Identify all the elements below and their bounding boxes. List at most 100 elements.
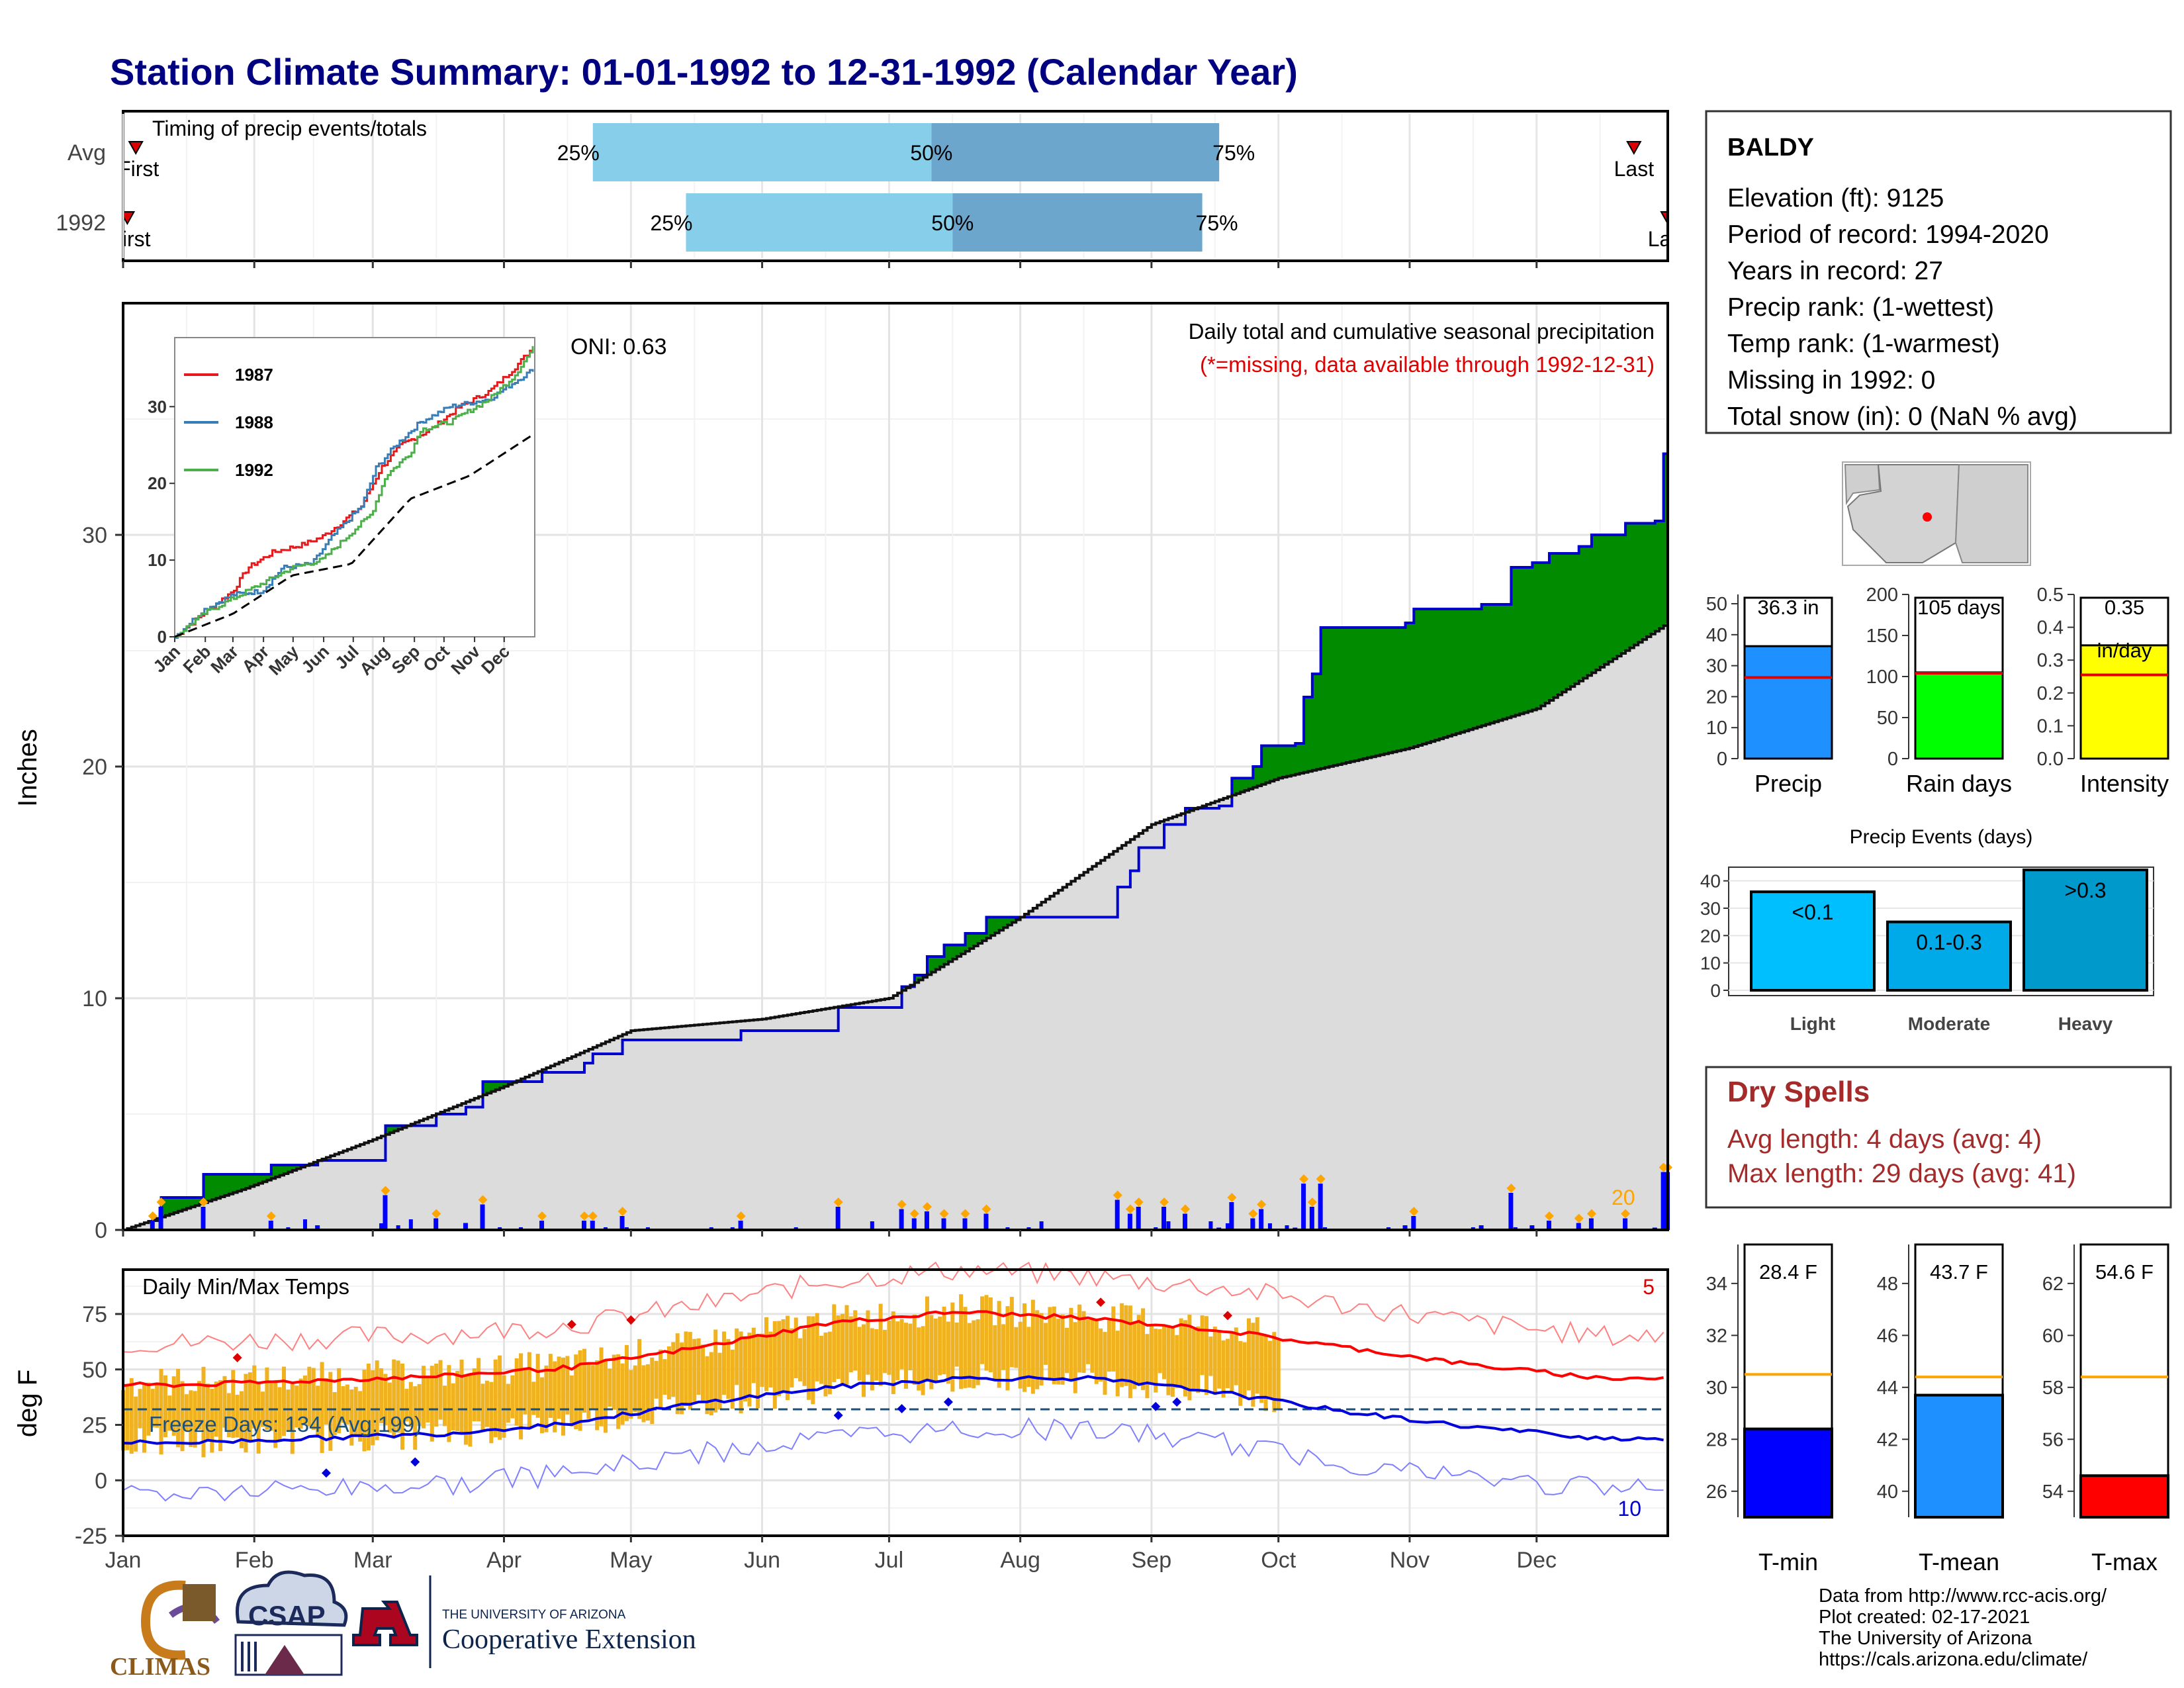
- heavy-event-marker: [537, 1211, 547, 1221]
- heavy-event-marker: [833, 1197, 843, 1207]
- x-tick-label: Feb: [235, 1548, 274, 1573]
- footer-line: https://cals.arizona.edu/climate/: [1819, 1649, 2088, 1670]
- daily-temp-bar: [680, 1342, 684, 1415]
- first-event-marker: [124, 211, 136, 226]
- record-high-marker: [626, 1315, 636, 1325]
- daily-temp-bar: [362, 1370, 367, 1452]
- daily-temp-bar: [811, 1316, 815, 1405]
- daily-temp-bar: [307, 1366, 312, 1427]
- mini-bar-value: [2079, 644, 2169, 760]
- heavy-event-marker: [960, 1209, 970, 1219]
- daily-temp-bar: [302, 1375, 307, 1425]
- daily-temp-bar: [823, 1332, 828, 1397]
- temp-y-tick: 46: [1877, 1325, 1898, 1346]
- heavy-event-marker: [981, 1204, 991, 1214]
- daily-precip-bar: [1508, 1193, 1514, 1230]
- y-tick-label: 0: [95, 1468, 107, 1493]
- events-y-tick: 10: [1700, 953, 1721, 974]
- daily-temp-bar: [1103, 1332, 1107, 1395]
- daily-temp-bar: [218, 1380, 223, 1452]
- station-location-marker: [1923, 512, 1932, 522]
- daily-temp-bar: [1234, 1327, 1238, 1385]
- daily-temp-bar: [950, 1302, 955, 1392]
- avg-tmax-line: [122, 1310, 1664, 1388]
- daily-temp-bar: [650, 1357, 655, 1425]
- daily-precip-bar: [1136, 1207, 1141, 1230]
- daily-temp-bar: [608, 1368, 612, 1407]
- daily-temp-bar: [426, 1378, 430, 1423]
- daily-temp-bar: [553, 1361, 557, 1432]
- heavy-event-marker: [1113, 1190, 1122, 1200]
- daily-temp-bar: [666, 1346, 671, 1400]
- daily-temp-bar: [544, 1365, 549, 1432]
- inset-chart: 0102030JanFebMarAprMayJunJulAugSepOctNov…: [148, 337, 535, 679]
- heavy-event-marker: [1316, 1174, 1326, 1184]
- daily-temp-bar: [980, 1296, 985, 1364]
- daily-precip-bar: [1588, 1218, 1594, 1230]
- daily-temp-bar: [540, 1377, 545, 1434]
- daily-precip-bar: [396, 1225, 400, 1230]
- daily-temp-bar: [735, 1328, 739, 1385]
- record-low-marker: [1172, 1397, 1182, 1407]
- record-low-marker: [321, 1468, 331, 1478]
- daily-temp-bar: [938, 1316, 942, 1376]
- daily-temp-bar: [1276, 1338, 1281, 1409]
- daily-temp-bar: [510, 1375, 515, 1419]
- event-category: Heavy: [2058, 1013, 2113, 1034]
- daily-temp-bar: [438, 1360, 443, 1420]
- daily-temp-bar: [248, 1372, 252, 1441]
- heavy-event-marker: [381, 1186, 390, 1196]
- daily-temp-bar: [764, 1317, 768, 1391]
- mini-bar-value-label: 105 days: [1917, 596, 2001, 619]
- csap-logo: CSAP: [234, 1570, 348, 1676]
- mini-y-tick: 0: [1717, 749, 1727, 770]
- daily-temp-bar: [603, 1359, 608, 1433]
- daily-temp-bar: [1179, 1318, 1183, 1388]
- legend-label: 1988: [235, 412, 273, 432]
- daily-precip-bar: [1208, 1221, 1213, 1230]
- record-high-marker: [232, 1353, 242, 1362]
- daily-precip-bar: [433, 1218, 439, 1230]
- station-line: Period of record: 1994-2020: [1727, 220, 2049, 249]
- daily-temp-bar: [1107, 1319, 1111, 1372]
- daily-precip-bar: [315, 1225, 320, 1230]
- mini-y-tick: 50: [1706, 594, 1727, 615]
- temp-bar-value: [1914, 1393, 2004, 1519]
- daily-temp-bar: [819, 1335, 824, 1384]
- daily-temp-bar: [240, 1391, 244, 1448]
- daily-temp-bar: [387, 1382, 392, 1433]
- daily-temp-bar: [1267, 1340, 1272, 1399]
- daily-temp-bar: [226, 1393, 231, 1438]
- daily-temp-bar: [790, 1328, 794, 1387]
- daily-precip-bar: [911, 1218, 917, 1230]
- daily-temp-bar: [193, 1391, 197, 1448]
- daily-temp-bar: [142, 1383, 146, 1453]
- temp-y-tick: 30: [1706, 1378, 1727, 1399]
- daily-temp-bar: [806, 1316, 811, 1400]
- daily-temp-bar: [713, 1329, 718, 1413]
- heavy-event-marker: [1248, 1209, 1258, 1219]
- daily-temp-bar: [751, 1327, 756, 1383]
- record-low-marker: [833, 1411, 843, 1421]
- event-bar: [2023, 868, 2148, 992]
- daily-temp-bar: [908, 1323, 913, 1371]
- daily-temp-bar: [1001, 1324, 1006, 1370]
- daily-temp-bar: [1026, 1327, 1031, 1387]
- timing-p75-label: 75%: [1212, 141, 1255, 165]
- daily-temp-bar: [946, 1321, 950, 1384]
- daily-temp-bar: [1183, 1320, 1188, 1397]
- daily-temp-bar: [976, 1319, 980, 1385]
- inset-avg-line: [174, 433, 535, 638]
- daily-temp-bar: [1263, 1336, 1268, 1411]
- daily-temp-bar: [341, 1385, 345, 1423]
- mini-bar-chart: 0 50 100 150 200 105 days Rain days: [1866, 585, 2012, 797]
- daily-temp-bar: [531, 1382, 536, 1415]
- timing-bar-25-50: [686, 193, 953, 252]
- mini-bar-category: Precip: [1754, 770, 1822, 797]
- station-line: Years in record: 27: [1727, 257, 1943, 285]
- daily-temp-bar: [1085, 1319, 1090, 1364]
- daily-temp-bar: [129, 1378, 134, 1454]
- temp-y-tick: 62: [2042, 1274, 2064, 1295]
- daily-temp-bar: [1166, 1325, 1171, 1395]
- temp-bar-category: T-max: [2091, 1548, 2158, 1575]
